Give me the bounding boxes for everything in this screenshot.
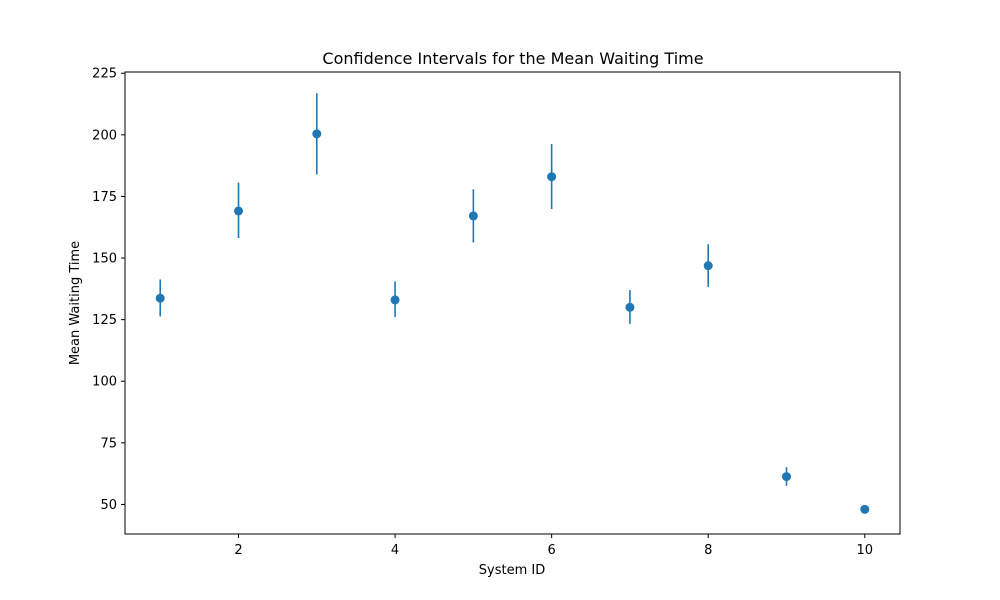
y-tick-label: 125 [92, 313, 117, 328]
x-axis: 2 4 6 8 10 [234, 534, 873, 558]
plot-area [155, 93, 870, 514]
y-tick-label: 75 [100, 436, 117, 451]
data-point-6 [547, 172, 557, 182]
x-tick-label: 2 [234, 543, 242, 558]
y-tick-label: 100 [92, 375, 117, 390]
data-point-7 [625, 302, 635, 312]
y-axis-label: Mean Waiting Time [68, 241, 83, 365]
y-tick-label: 200 [92, 128, 117, 143]
x-tick-label: 10 [856, 543, 873, 558]
y-tick-label: 50 [100, 498, 117, 513]
data-point-8 [703, 261, 713, 271]
data-point-5 [468, 211, 478, 221]
data-point-3 [312, 129, 322, 139]
x-tick-label: 8 [704, 543, 712, 558]
x-axis-label: System ID [479, 563, 545, 578]
y-tick-label: 150 [92, 252, 117, 267]
plot-frame [124, 71, 901, 535]
x-tick-label: 4 [391, 543, 399, 558]
x-tick-label: 6 [548, 543, 556, 558]
data-point-1 [155, 293, 165, 303]
y-tick-label: 225 [92, 67, 117, 82]
y-tick-label: 175 [92, 190, 117, 205]
data-point-9 [781, 472, 791, 482]
y-axis: 50 75 100 125 150 175 200 225 [92, 67, 125, 513]
data-point-10 [860, 504, 870, 514]
chart-title: Confidence Intervals for the Mean Waitin… [322, 49, 703, 68]
data-point-4 [390, 295, 400, 305]
data-point-2 [234, 206, 244, 216]
